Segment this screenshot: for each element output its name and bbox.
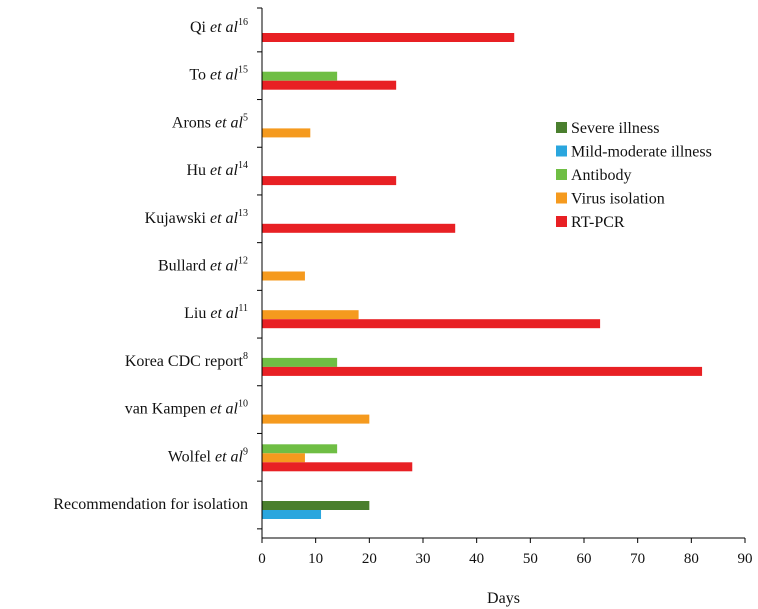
x-tick-label-80: 80: [684, 551, 699, 567]
bar-severe-illness-recommendation-for-isolation: [262, 501, 370, 510]
bar-antibody-wolfel: [262, 444, 338, 454]
category-label-bullard: Bullard et al12: [158, 256, 248, 275]
x-tick-label-60: 60: [577, 551, 592, 567]
bar-virus-isolation-wolfel: [262, 453, 305, 463]
category-label-to: To et al15: [189, 65, 248, 84]
category-label-van-kampen: van Kampen et al10: [125, 399, 248, 418]
bar-rt-pcr-korea-cdc-report: [262, 366, 703, 376]
bar-rt-pcr-liu: [262, 319, 601, 329]
x-tick-label-20: 20: [362, 551, 377, 567]
legend-label-severe-illness: Severe illness: [571, 120, 659, 137]
x-tick-label-30: 30: [416, 551, 431, 567]
legend-swatch-mild-moderate-illness: [556, 145, 567, 157]
category-label-korea-cdc-report: Korea CDC report8: [125, 351, 248, 370]
x-tick-label-70: 70: [630, 551, 645, 567]
bar-rt-pcr-to: [262, 80, 397, 90]
legend-swatch-severe-illness: [556, 122, 567, 133]
bar-virus-isolation-van-kampen: [262, 414, 370, 424]
category-label-recommendation-for-isolation: Recommendation for isolation: [53, 496, 248, 513]
bar-rt-pcr-wolfel: [262, 462, 413, 472]
category-label-qi: Qi et al16: [190, 17, 248, 36]
x-axis-title: Days: [487, 590, 520, 607]
bar-mild-moderate-illness-recommendation-for-isolation: [262, 510, 322, 519]
legend-swatch-antibody: [556, 169, 567, 180]
x-axis: 0 10 20 30 40 50 60 70 80 90 Days: [257, 7, 753, 607]
category-label-hu: Hu et al14: [186, 160, 248, 179]
x-tick-label-10: 10: [308, 551, 323, 567]
bar-virus-isolation-liu: [262, 310, 359, 320]
bar-antibody-to: [262, 71, 338, 81]
x-tick-label-0: 0: [258, 551, 266, 567]
bars-layer: [262, 33, 703, 519]
legend-label-rt-pcr: RT-PCR: [571, 214, 625, 231]
bar-virus-isolation-bullard: [262, 271, 305, 281]
bar-rt-pcr-kujawski: [262, 223, 456, 233]
bar-antibody-korea-cdc-report: [262, 357, 338, 367]
category-label-wolfel: Wolfel et al9: [168, 446, 248, 465]
category-label-kujawski: Kujawski et al13: [145, 208, 248, 227]
bar-virus-isolation-arons: [262, 128, 311, 138]
legend-label-antibody: Antibody: [571, 167, 631, 184]
category-labels: Qi et al16 To et al15 Arons et al5 Hu et al…: [53, 17, 262, 530]
legend-swatch-rt-pcr: [556, 216, 567, 227]
category-label-liu: Liu et al11: [184, 303, 248, 322]
legend: Severe illness Mild-moderate illness Antib…: [556, 120, 712, 231]
legend-label-mild-moderate-illness: Mild-moderate illness: [571, 144, 712, 161]
legend-swatch-virus-isolation: [556, 192, 567, 204]
bar-rt-pcr-qi: [262, 33, 515, 42]
category-label-arons: Arons et al5: [172, 112, 248, 131]
x-tick-label-40: 40: [469, 551, 484, 567]
x-tick-label-50: 50: [523, 551, 538, 567]
x-tick-label-90: 90: [738, 551, 753, 567]
bar-rt-pcr-hu: [262, 176, 397, 186]
legend-label-virus-isolation: Virus isolation: [571, 191, 665, 208]
